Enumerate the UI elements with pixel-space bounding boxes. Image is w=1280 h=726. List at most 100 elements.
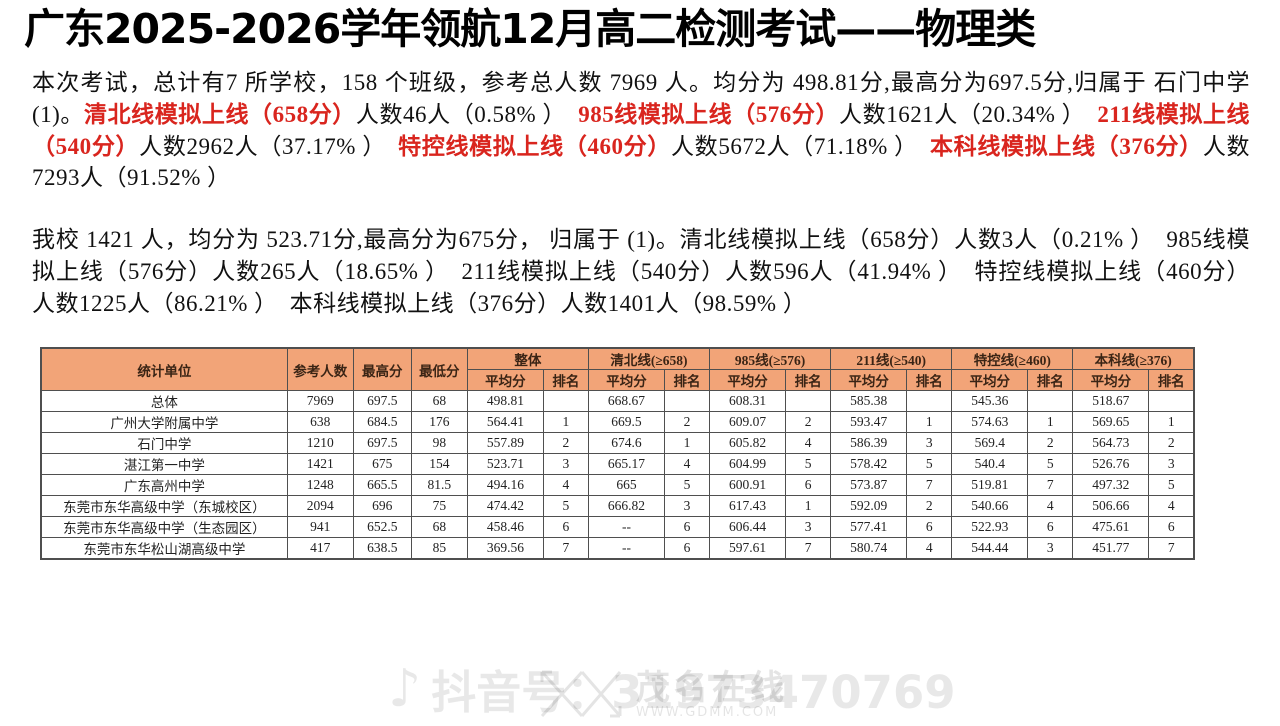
sub-header: 排名 <box>663 369 711 392</box>
value-cell: 1 <box>542 411 589 434</box>
value-cell: 7 <box>906 474 953 497</box>
cutline-highlight-text: 清北线模拟上线（658分） <box>83 101 356 127</box>
value-cell: 6 <box>542 516 589 539</box>
value-cell: 569.4 <box>951 432 1029 455</box>
value-cell: 574.63 <box>951 411 1029 434</box>
value-cell: 6 <box>663 516 711 539</box>
value-cell: 564.73 <box>1072 432 1150 455</box>
table-header: 统计单位 参考人数 最高分 最低分 整体 清北线(≥658) 985线(≥576) 211线(… <box>40 347 1195 392</box>
value-cell: 2094 <box>286 495 354 518</box>
paragraph-text: 人数5672人（71.18% ） <box>671 133 931 159</box>
value-cell: 604.99 <box>709 453 787 476</box>
value-cell: 5 <box>906 453 953 476</box>
douyin-watermark-label: 抖音号：31973470769 <box>431 666 956 719</box>
column-header: 统计单位 <box>40 347 288 392</box>
value-cell: 68 <box>410 390 468 413</box>
table-row: 东莞市东华高级中学（生态园区） 941 652.5 68 458.46 6 -- 6 606.4… <box>40 516 1195 539</box>
value-cell: 564.41 <box>466 411 544 434</box>
value-cell: 3 <box>663 495 711 518</box>
value-cell: 526.76 <box>1072 453 1150 476</box>
gdmm-site-url: WWW.GDMM.COM <box>636 705 779 720</box>
value-cell <box>663 390 711 413</box>
table-row: 东莞市东华松山湖高级中学 417 638.5 85 369.56 7 -- 6 597.61 7 5… <box>40 537 1195 560</box>
value-cell: 697.5 <box>352 390 412 413</box>
value-cell: 544.44 <box>951 537 1029 560</box>
value-cell: 5 <box>542 495 589 518</box>
value-cell: 578.42 <box>830 453 908 476</box>
value-cell: 580.74 <box>830 537 908 560</box>
value-cell <box>1148 390 1195 413</box>
school-name-cell: 石门中学 <box>40 432 288 455</box>
value-cell: 696 <box>352 495 412 518</box>
value-cell: 518.67 <box>1072 390 1150 413</box>
table-row: 广东高州中学 1248 665.5 81.5 494.16 4 665 5 600.91 6 573… <box>40 474 1195 497</box>
sub-header: 平均分 <box>709 369 787 392</box>
value-cell: 674.6 <box>587 432 666 455</box>
sub-header: 平均分 <box>466 369 544 392</box>
cutline-highlight-text: 211线模拟上线（540分） <box>32 101 1250 159</box>
value-cell: 3 <box>785 516 832 539</box>
paragraph-text: 人数1621人（20.34% ） <box>839 101 1098 127</box>
column-header: 参考人数 <box>286 347 354 392</box>
value-cell: 6 <box>663 537 711 560</box>
value-cell: 3 <box>906 432 953 455</box>
school-name-cell: 东莞市东华高级中学（生态园区） <box>40 516 288 539</box>
value-cell: 2 <box>1027 432 1074 455</box>
value-cell: 941 <box>286 516 354 539</box>
school-name-cell: 东莞市东华松山湖高级中学 <box>40 537 288 560</box>
value-cell: 4 <box>785 432 832 455</box>
value-cell: 638.5 <box>352 537 412 560</box>
value-cell: -- <box>587 516 666 539</box>
value-cell <box>542 390 589 413</box>
value-cell: 497.32 <box>1072 474 1150 497</box>
gdmm-site-name: 茂名在线 <box>636 668 788 708</box>
value-cell: 506.66 <box>1072 495 1150 518</box>
value-cell: 4 <box>1148 495 1195 518</box>
paragraph-text: 人数46人（0.58% ） <box>355 101 579 127</box>
cutline-highlight-text: 本科线模拟上线（376分） <box>930 133 1203 159</box>
value-cell <box>906 390 953 413</box>
value-cell: 569.65 <box>1072 411 1150 434</box>
paragraph-text: 我校 1421 人，均分为 523.71分,最高分为675分， 归属于 (1)。… <box>32 227 1250 316</box>
sub-header: 平均分 <box>587 369 666 392</box>
value-cell: 1 <box>1027 411 1074 434</box>
cutline-highlight-text: 985线模拟上线（576分） <box>578 101 840 127</box>
score-statistics-table: 统计单位 参考人数 最高分 最低分 整体 清北线(≥658) 985线(≥576) 211线(… <box>40 347 1195 561</box>
value-cell: 597.61 <box>709 537 787 560</box>
value-cell: 3 <box>1148 453 1195 476</box>
value-cell: 7969 <box>286 390 354 413</box>
school-name-cell: 总体 <box>40 390 288 413</box>
value-cell: 5 <box>663 474 711 497</box>
value-cell: 666.82 <box>587 495 666 518</box>
sub-header: 平均分 <box>951 369 1029 392</box>
value-cell: 7 <box>785 537 832 560</box>
table-row: 广州大学附属中学 638 684.5 176 564.41 1 669.5 2 609.07 2 5… <box>40 411 1195 434</box>
value-cell: 523.71 <box>466 453 544 476</box>
value-cell: 5 <box>785 453 832 476</box>
value-cell: 668.67 <box>587 390 666 413</box>
value-cell: 593.47 <box>830 411 908 434</box>
column-header: 最高分 <box>352 347 412 392</box>
value-cell: 154 <box>410 453 468 476</box>
table-row: 东莞市东华高级中学（东城校区） 2094 696 75 474.42 5 666.82 3 61… <box>40 495 1195 518</box>
value-cell: 6 <box>1148 516 1195 539</box>
value-cell: 451.77 <box>1072 537 1150 560</box>
value-cell: 606.44 <box>709 516 787 539</box>
value-cell: 540.66 <box>951 495 1029 518</box>
value-cell: 522.93 <box>951 516 1029 539</box>
table-body: 总体 7969 697.5 68 498.81 668.67 608.31 585.38 545… <box>40 390 1195 560</box>
value-cell: 494.16 <box>466 474 544 497</box>
value-cell: 176 <box>410 411 468 434</box>
value-cell: -- <box>587 537 666 560</box>
value-cell <box>785 390 832 413</box>
sub-header: 排名 <box>1027 369 1074 392</box>
value-cell: 586.39 <box>830 432 908 455</box>
table-row: 湛江第一中学 1421 675 154 523.71 3 665.17 4 604.99 5 578… <box>40 453 1195 476</box>
gdmm-x-logo-icon <box>540 670 622 718</box>
value-cell: 605.82 <box>709 432 787 455</box>
value-cell: 540.4 <box>951 453 1029 476</box>
value-cell: 665 <box>587 474 666 497</box>
value-cell: 4 <box>663 453 711 476</box>
value-cell: 7 <box>542 537 589 560</box>
value-cell: 1 <box>785 495 832 518</box>
